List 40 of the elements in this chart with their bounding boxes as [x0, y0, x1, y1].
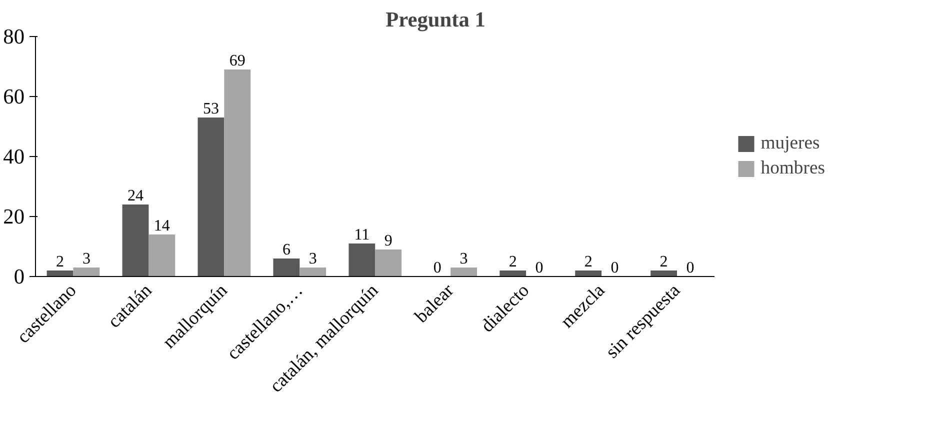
data-label: 0 [433, 260, 442, 276]
bar [273, 258, 300, 276]
data-label: 9 [384, 232, 392, 250]
data-label: 3 [460, 250, 468, 268]
y-tick-label: 20 [3, 204, 24, 228]
data-label: 3 [82, 250, 90, 268]
bar [300, 268, 326, 276]
data-label: 6 [282, 242, 290, 258]
data-label: 0 [686, 260, 694, 276]
data-label: 2 [508, 254, 517, 270]
data-label: 2 [660, 254, 668, 270]
data-label: 24 [128, 188, 144, 204]
bar [375, 250, 402, 276]
data-label: 14 [154, 218, 170, 234]
data-label: 0 [535, 260, 544, 276]
y-tick-label: 80 [3, 24, 24, 48]
y-tick-label: 0 [14, 264, 25, 288]
data-label: 53 [202, 100, 219, 118]
bar [122, 204, 149, 276]
bar [224, 70, 251, 276]
bar [575, 270, 602, 276]
bar [348, 244, 376, 276]
data-label: 69 [229, 52, 246, 70]
data-label: 3 [308, 250, 317, 268]
legend-label: mujeres [760, 132, 820, 154]
y-tick-label: 40 [3, 144, 24, 168]
bar [650, 270, 678, 276]
bar [198, 118, 224, 276]
data-label: 2 [584, 254, 592, 270]
data-label: 0 [610, 260, 619, 276]
y-tick-label: 60 [3, 84, 24, 108]
data-label: 11 [354, 226, 370, 244]
bar [46, 270, 74, 276]
bar [450, 268, 478, 276]
data-label: 2 [56, 254, 64, 270]
legend-label: hombres [760, 158, 825, 180]
chart-title: Pregunta 1 [386, 8, 486, 32]
bar [148, 234, 176, 276]
bar [500, 270, 526, 276]
bar [73, 268, 100, 276]
